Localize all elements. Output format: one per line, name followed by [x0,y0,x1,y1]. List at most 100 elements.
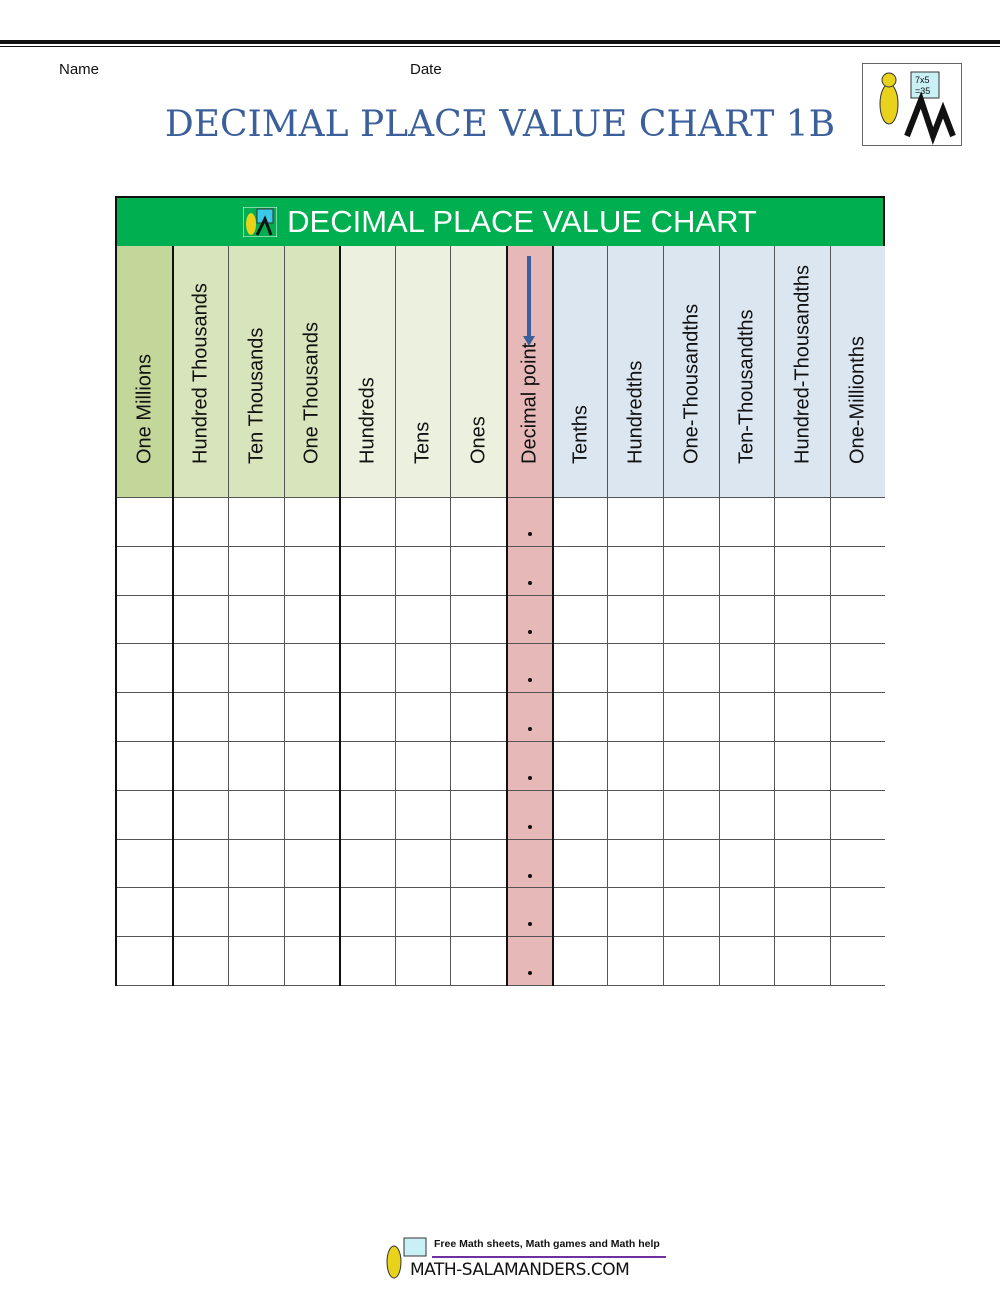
entry-cell[interactable] [775,742,830,791]
entry-cell[interactable] [664,546,719,596]
entry-cell[interactable] [554,888,607,938]
entry-cell[interactable] [720,644,774,694]
entry-cell[interactable] [341,888,395,938]
entry-cell[interactable] [396,790,450,840]
entry-cell[interactable] [341,790,395,840]
entry-cell[interactable] [174,790,228,840]
entry-cell[interactable] [451,693,506,742]
entry-cell[interactable] [285,888,339,938]
entry-cell[interactable] [831,498,885,547]
entry-cell[interactable] [396,937,450,986]
entry-cell[interactable] [117,644,172,694]
entry-cell[interactable] [664,644,719,694]
entry-cell[interactable] [664,498,719,547]
entry-cell[interactable] [229,937,284,986]
entry-cell[interactable] [174,644,228,694]
entry-cell[interactable] [285,790,339,840]
entry-cell[interactable] [508,839,552,889]
entry-cell[interactable] [229,595,284,645]
entry-cell[interactable] [117,595,172,645]
entry-cell[interactable] [285,546,339,596]
entry-cell[interactable] [229,498,284,547]
entry-cell[interactable] [396,742,450,791]
entry-cell[interactable] [396,888,450,938]
entry-cell[interactable] [831,742,885,791]
entry-cell[interactable] [174,742,228,791]
entry-cell[interactable] [608,693,663,742]
entry-cell[interactable] [831,595,885,645]
entry-cell[interactable] [451,839,506,889]
entry-cell[interactable] [341,742,395,791]
entry-cell[interactable] [608,546,663,596]
entry-cell[interactable] [229,693,284,742]
entry-cell[interactable] [396,595,450,645]
entry-cell[interactable] [451,888,506,938]
entry-cell[interactable] [608,498,663,547]
entry-cell[interactable] [831,693,885,742]
entry-cell[interactable] [608,742,663,791]
entry-cell[interactable] [396,644,450,694]
entry-cell[interactable] [554,839,607,889]
entry-cell[interactable] [554,790,607,840]
entry-cell[interactable] [508,693,552,742]
entry-cell[interactable] [285,644,339,694]
entry-cell[interactable] [554,546,607,596]
entry-cell[interactable] [174,839,228,889]
entry-cell[interactable] [831,839,885,889]
entry-cell[interactable] [664,595,719,645]
entry-cell[interactable] [285,498,339,547]
entry-cell[interactable] [720,790,774,840]
entry-cell[interactable] [117,888,172,938]
entry-cell[interactable] [451,595,506,645]
entry-cell[interactable] [451,937,506,986]
entry-cell[interactable] [831,937,885,986]
entry-cell[interactable] [664,937,719,986]
entry-cell[interactable] [664,888,719,938]
entry-cell[interactable] [831,790,885,840]
entry-cell[interactable] [174,498,228,547]
entry-cell[interactable] [508,742,552,791]
entry-cell[interactable] [720,693,774,742]
entry-cell[interactable] [608,790,663,840]
entry-cell[interactable] [608,644,663,694]
entry-cell[interactable] [341,498,395,547]
entry-cell[interactable] [229,742,284,791]
entry-cell[interactable] [174,546,228,596]
entry-cell[interactable] [720,937,774,986]
entry-cell[interactable] [508,790,552,840]
entry-cell[interactable] [608,937,663,986]
entry-cell[interactable] [775,937,830,986]
entry-cell[interactable] [229,790,284,840]
entry-cell[interactable] [341,839,395,889]
entry-cell[interactable] [720,595,774,645]
entry-cell[interactable] [174,937,228,986]
entry-cell[interactable] [341,937,395,986]
entry-cell[interactable] [117,839,172,889]
entry-cell[interactable] [720,546,774,596]
entry-cell[interactable] [117,546,172,596]
entry-cell[interactable] [664,742,719,791]
entry-cell[interactable] [396,498,450,547]
entry-cell[interactable] [554,742,607,791]
entry-cell[interactable] [775,693,830,742]
entry-cell[interactable] [775,888,830,938]
entry-cell[interactable] [174,888,228,938]
entry-cell[interactable] [117,693,172,742]
entry-cell[interactable] [508,644,552,694]
entry-cell[interactable] [775,644,830,694]
entry-cell[interactable] [451,742,506,791]
entry-cell[interactable] [508,888,552,938]
entry-cell[interactable] [117,498,172,547]
entry-cell[interactable] [554,693,607,742]
entry-cell[interactable] [775,546,830,596]
entry-cell[interactable] [396,839,450,889]
entry-cell[interactable] [229,644,284,694]
entry-cell[interactable] [775,790,830,840]
entry-cell[interactable] [174,595,228,645]
entry-cell[interactable] [451,790,506,840]
entry-cell[interactable] [720,498,774,547]
entry-cell[interactable] [508,546,552,596]
entry-cell[interactable] [775,498,830,547]
entry-cell[interactable] [508,498,552,547]
entry-cell[interactable] [554,595,607,645]
